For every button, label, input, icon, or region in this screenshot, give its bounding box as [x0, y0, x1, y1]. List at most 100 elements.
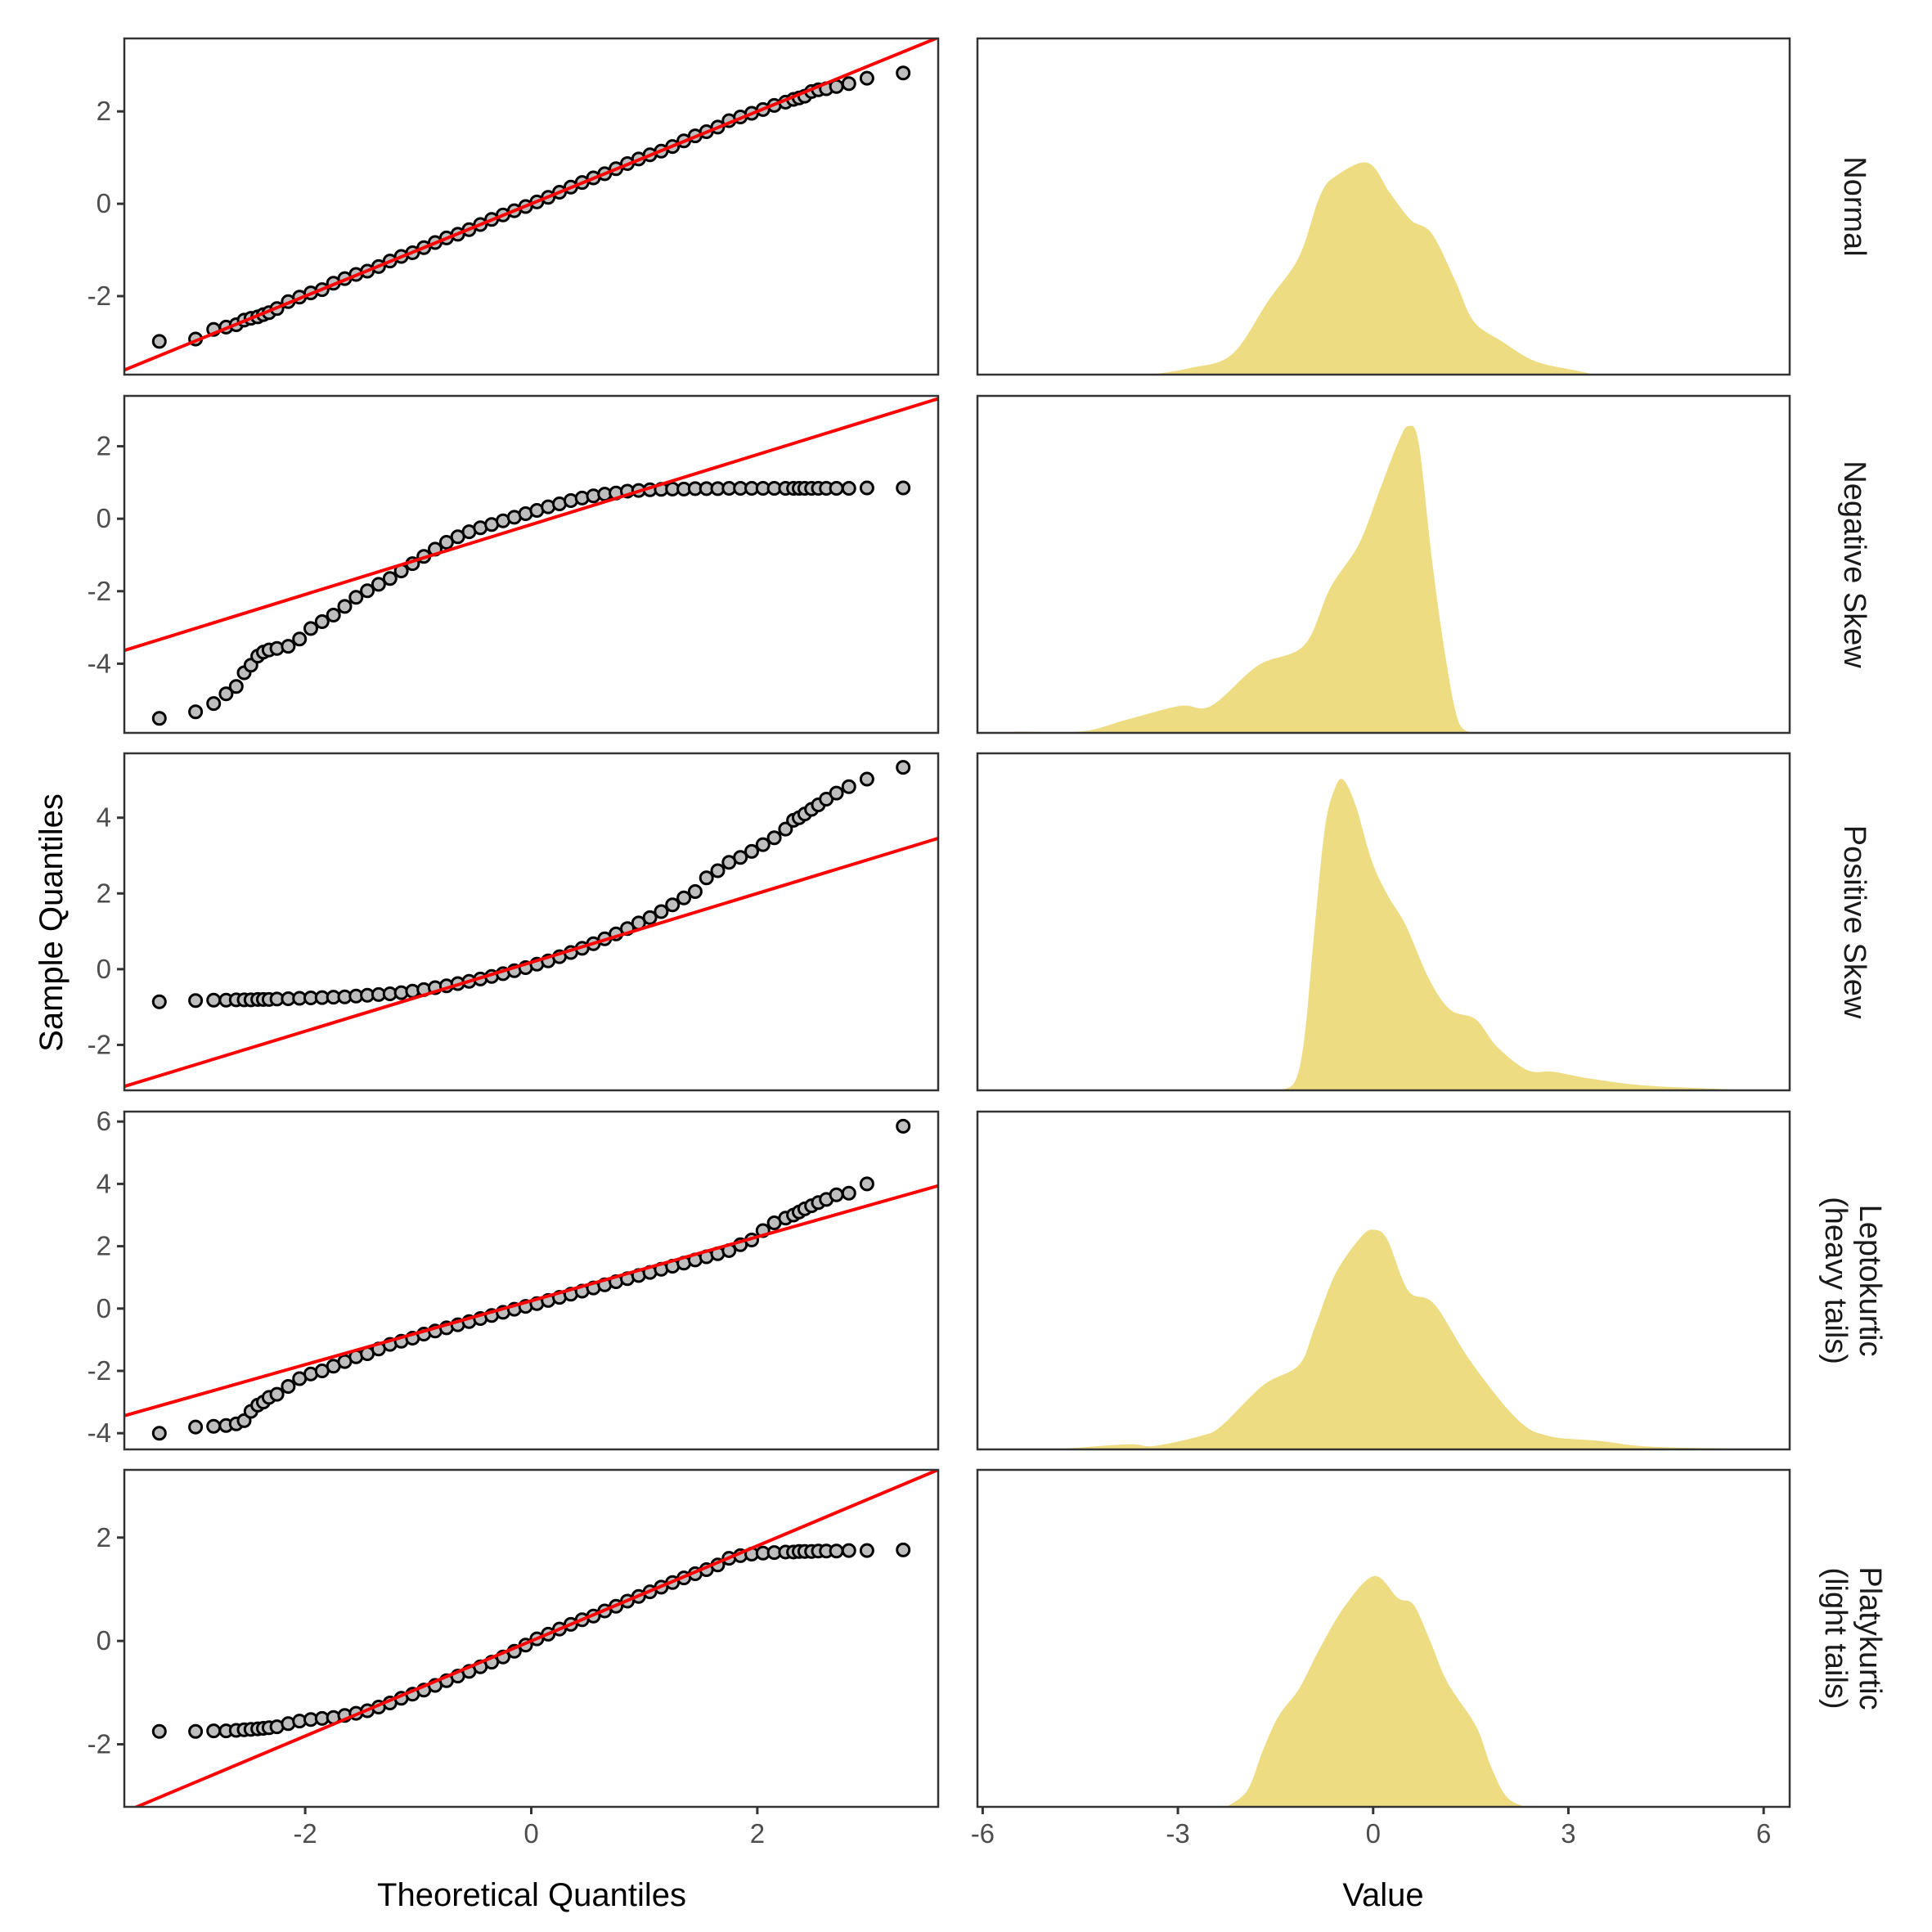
strip-label-4: Leptokurtic(heavy tails)	[1818, 1197, 1887, 1364]
qq-point	[281, 639, 296, 654]
qq-point	[896, 480, 911, 496]
qq-point	[151, 711, 167, 726]
qq-point	[281, 1379, 296, 1394]
qq-panel-3: -2 0 2 4	[88, 752, 940, 1092]
density-area	[1151, 162, 1595, 375]
qq-point	[218, 686, 234, 702]
y-tick-label: -2	[88, 281, 111, 311]
qq-panel-border	[123, 1110, 940, 1451]
strip-label-line: Normal	[1837, 156, 1871, 256]
qq-point	[438, 535, 454, 550]
panels-layer: -2 0 2 -4 -2 0 2 -2 0 2 4 -4 -2 0 2 4 6 -2 0 2 -2 0 2 -6 -3 0 3 6	[88, 37, 1791, 1849]
strip-label-1: Normal	[1837, 156, 1871, 256]
qq-panel-border	[123, 394, 940, 735]
strip-label-3: Positive Skew	[1837, 825, 1871, 1019]
qq-point	[744, 843, 759, 859]
qq-point	[228, 679, 244, 694]
qq-panel-4: -4 -2 0 2 4 6	[88, 1106, 940, 1451]
qq-panel-background	[124, 1112, 938, 1449]
x-tick-label: 2	[750, 1818, 765, 1849]
qq-point	[859, 480, 874, 496]
qq-point	[206, 696, 222, 712]
y-tick-label: -4	[88, 648, 111, 678]
qq-point	[382, 571, 398, 586]
qq-point	[206, 1723, 222, 1739]
x-tick-label: 3	[1561, 1818, 1575, 1849]
y-tick-label: 2	[97, 1522, 111, 1552]
y-tick-label: -4	[88, 1418, 111, 1448]
density-panel-4	[976, 1110, 1791, 1451]
qq-marks	[124, 760, 938, 1089]
qq-reference-line	[124, 1184, 938, 1418]
qq-point	[859, 70, 874, 86]
qq-marks	[133, 1470, 938, 1807]
qq-point	[829, 785, 844, 801]
qq-point	[151, 1723, 167, 1739]
density-panel-2	[976, 394, 1791, 735]
y-tick-label: 4	[97, 802, 111, 833]
qq-point	[859, 1176, 874, 1192]
qq-point	[676, 890, 692, 905]
qq-point	[206, 992, 222, 1008]
density-panel-border	[976, 394, 1791, 735]
qq-point	[206, 1418, 222, 1434]
qq-point	[841, 779, 856, 794]
qq-point	[687, 884, 703, 899]
qq-point	[292, 631, 308, 647]
qq-reference-line	[133, 1470, 938, 1807]
qq-point	[303, 621, 318, 636]
qq-point	[896, 65, 911, 81]
qq-point	[348, 590, 364, 605]
x-axis-right: -6 -3 0 3 6	[971, 1807, 1771, 1849]
density-area	[1055, 1229, 1756, 1449]
qq-point	[326, 608, 341, 622]
qq-panel-border	[123, 37, 940, 376]
qq-point	[665, 897, 681, 913]
y-tick-label: 2	[97, 1231, 111, 1261]
strip-label-line: (light tails)	[1818, 1567, 1853, 1709]
qq-point	[151, 994, 167, 1009]
density-panel-border	[976, 1468, 1791, 1808]
qq-panel-2: -4 -2 0 2	[88, 394, 940, 735]
qq-point	[896, 760, 911, 775]
strip-label-line: Positive Skew	[1837, 825, 1871, 1019]
qq-panel-1: -2 0 2	[88, 37, 940, 376]
x-tick-label: -3	[1166, 1818, 1189, 1849]
density-panel-border	[976, 752, 1791, 1092]
qq-point	[896, 1542, 911, 1557]
x-axis-title-value: Value	[1342, 1877, 1423, 1913]
qq-point	[733, 850, 748, 865]
qq-point	[642, 910, 658, 925]
y-tick-label: 4	[97, 1168, 111, 1198]
qq-point	[360, 583, 375, 599]
y-tick-label: -2	[88, 1729, 111, 1759]
qq-point	[151, 1426, 167, 1441]
x-axis-left: -2 0 2	[293, 1807, 765, 1849]
y-tick-label: 0	[97, 1625, 111, 1656]
qq-point	[710, 863, 726, 878]
qq-point	[841, 481, 856, 496]
qq-point	[755, 837, 771, 852]
qq-point	[699, 870, 714, 886]
qq-point	[859, 1543, 874, 1558]
y-tick-label: 2	[97, 96, 111, 126]
qq-panel-5: -2 0 2	[88, 1468, 940, 1808]
x-tick-label: -2	[293, 1818, 317, 1849]
qq-points	[151, 480, 911, 726]
qq-point	[778, 821, 793, 837]
x-tick-label: -6	[971, 1818, 995, 1849]
y-tick-label: 0	[97, 503, 111, 533]
y-tick-label: 6	[97, 1106, 111, 1136]
y-tick-label: -2	[88, 1029, 111, 1059]
strip-label-line: Leptokurtic	[1853, 1205, 1887, 1357]
y-tick-label: 0	[97, 188, 111, 218]
y-tick-label: 0	[97, 954, 111, 984]
qq-point	[829, 481, 844, 496]
y-tick-label: 2	[97, 431, 111, 461]
qq-point	[841, 1543, 856, 1558]
qq-point	[829, 1543, 844, 1559]
qq-point	[766, 830, 782, 846]
density-panel-border	[976, 37, 1791, 376]
y-tick-label: 2	[97, 878, 111, 908]
strip-label-2: Negative Skew	[1837, 461, 1871, 668]
